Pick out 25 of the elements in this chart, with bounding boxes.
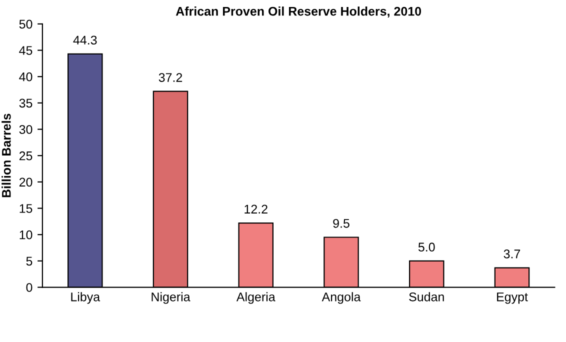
y-tick-label: 20 (19, 178, 32, 187)
data-label: 12.2 (244, 204, 268, 214)
x-tick-label: Egypt (497, 292, 528, 304)
y-tick-label: 10 (20, 230, 32, 240)
x-tick-label: Nigeria (152, 292, 190, 304)
data-label: 9.5 (333, 218, 350, 228)
data-label: 5.0 (418, 242, 435, 252)
x-tick-label: Libya (71, 292, 100, 304)
x-tick-label: Angola (322, 292, 361, 304)
y-tick-label: 5 (26, 256, 32, 266)
y-tick-label: 40 (19, 72, 32, 82)
y-tick-label: 15 (20, 204, 32, 213)
y-tick-label: 35 (19, 98, 32, 108)
data-label: 37.2 (158, 73, 182, 82)
y-axis-title: Billion Barrels (2, 114, 11, 198)
y-tick-label: 50 (19, 20, 32, 29)
x-tick-label: Algeria (236, 292, 276, 304)
y-tick-label: 45 (19, 46, 32, 55)
y-tick-label: 25 (19, 151, 32, 160)
y-tick-label: 0 (26, 283, 32, 292)
data-label: 44.3 (73, 36, 97, 45)
x-tick-label: Sudan (409, 292, 444, 302)
y-tick-label: 30 (19, 125, 32, 134)
chart-title: African Proven Oil Reserve Holders, 2010 (176, 6, 422, 18)
data-label: 3.7 (504, 250, 520, 258)
